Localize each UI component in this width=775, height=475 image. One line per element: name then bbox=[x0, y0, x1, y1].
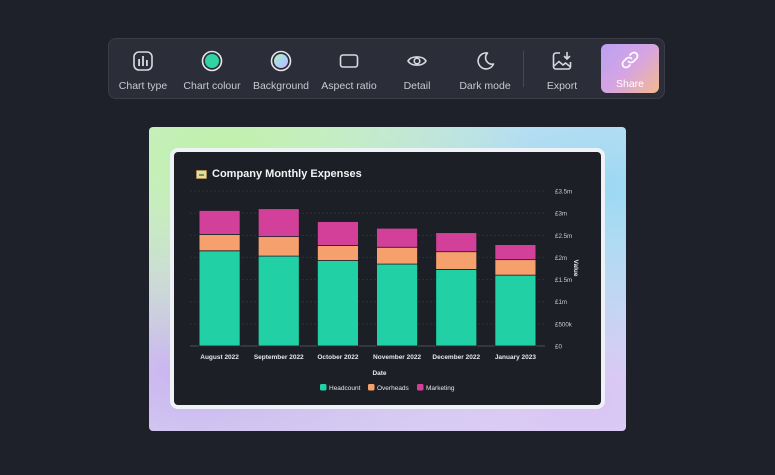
x-tick-label: December 2022 bbox=[432, 354, 480, 361]
export-label: Export bbox=[546, 80, 578, 92]
background-swatch-icon bbox=[270, 48, 292, 74]
ledger-emoji-icon bbox=[196, 169, 207, 179]
bar-segment-marketing bbox=[257, 208, 300, 238]
chart-title: Company Monthly Expenses bbox=[196, 168, 362, 180]
bar-segment-marketing bbox=[494, 244, 537, 261]
toolbar-divider bbox=[523, 51, 524, 87]
bar-segment-headcount bbox=[435, 268, 478, 347]
stacked-bar-chart: £0 £500k £1m £1.5m £2m £2.5m £3m £3.5m Value Augu… bbox=[190, 189, 579, 392]
bar-segment-overheads bbox=[435, 251, 478, 270]
detail-label: Detail bbox=[403, 80, 431, 92]
share-label: Share bbox=[615, 78, 645, 90]
link-icon bbox=[619, 47, 641, 73]
bar-segment-headcount bbox=[376, 263, 418, 347]
detail-button[interactable]: Detail bbox=[391, 44, 443, 94]
y-tick-label: £1m bbox=[555, 299, 567, 306]
y-tick-label: £500k bbox=[555, 321, 573, 328]
bar-segment-overheads bbox=[257, 236, 300, 257]
color-swatch-icon bbox=[201, 48, 223, 74]
bar-segment-marketing bbox=[435, 232, 478, 253]
chart-colour-button[interactable]: Chart colour bbox=[181, 44, 243, 94]
aspect-ratio-label: Aspect ratio bbox=[321, 80, 377, 92]
bar-segment-headcount bbox=[317, 260, 359, 347]
bar-chart-icon bbox=[132, 48, 154, 74]
chart-title-text: Company Monthly Expenses bbox=[212, 168, 362, 180]
chart-type-label: Chart type bbox=[118, 80, 168, 92]
chart-colour-label: Chart colour bbox=[183, 80, 241, 92]
y-tick-label: £0 bbox=[555, 344, 562, 351]
y-tick-label: £2.5m bbox=[555, 233, 572, 240]
share-button[interactable]: Share bbox=[601, 44, 659, 93]
legend-swatch bbox=[368, 384, 375, 391]
bar-segment-headcount bbox=[257, 255, 300, 347]
aspect-ratio-button[interactable]: Aspect ratio bbox=[319, 44, 379, 94]
legend-label: Headcount bbox=[329, 385, 361, 392]
chart-toolbar: Chart type Chart colour bbox=[108, 38, 665, 99]
bar-segment-marketing bbox=[317, 221, 359, 246]
y-tick-label: £3m bbox=[555, 211, 567, 218]
aspect-ratio-icon bbox=[338, 48, 360, 74]
legend-swatch bbox=[417, 384, 424, 391]
legend-swatch bbox=[320, 384, 327, 391]
x-tick-label: October 2022 bbox=[317, 354, 359, 361]
export-button[interactable]: Export bbox=[535, 44, 589, 94]
y-axis-label: Value bbox=[572, 260, 579, 277]
dark-mode-button[interactable]: Dark mode bbox=[455, 44, 515, 94]
bar-segment-headcount bbox=[198, 250, 241, 347]
bar-segment-overheads bbox=[198, 234, 241, 252]
moon-icon bbox=[474, 48, 496, 74]
bar-segment-headcount bbox=[494, 274, 537, 347]
background-label: Background bbox=[252, 80, 310, 92]
chart-background-frame: Company Monthly Expenses £0 £500k £1m £1.5m… bbox=[149, 127, 626, 431]
chart-type-button[interactable]: Chart type bbox=[115, 44, 171, 94]
x-tick-label: September 2022 bbox=[254, 354, 304, 361]
eye-icon bbox=[406, 48, 428, 74]
export-image-icon bbox=[551, 48, 573, 74]
dark-mode-label: Dark mode bbox=[459, 80, 511, 92]
legend-label: Marketing bbox=[426, 385, 455, 392]
bar-segment-overheads bbox=[376, 246, 418, 265]
legend-label: Overheads bbox=[377, 385, 410, 392]
bar-segment-overheads bbox=[317, 245, 359, 261]
background-button[interactable]: Background bbox=[251, 44, 311, 94]
bar-segment-marketing bbox=[376, 227, 418, 248]
x-tick-label: November 2022 bbox=[373, 354, 421, 361]
chart-card: Company Monthly Expenses £0 £500k £1m £1.5m… bbox=[170, 148, 605, 409]
x-axis-label: Date bbox=[372, 370, 386, 377]
y-tick-label: £3.5m bbox=[555, 189, 572, 196]
bar-segment-overheads bbox=[494, 259, 537, 276]
y-tick-label: £2m bbox=[555, 255, 567, 262]
y-tick-label: £1.5m bbox=[555, 277, 572, 284]
x-tick-label: January 2023 bbox=[495, 354, 537, 361]
bar-segment-marketing bbox=[198, 210, 241, 235]
x-tick-label: August 2022 bbox=[200, 354, 239, 361]
